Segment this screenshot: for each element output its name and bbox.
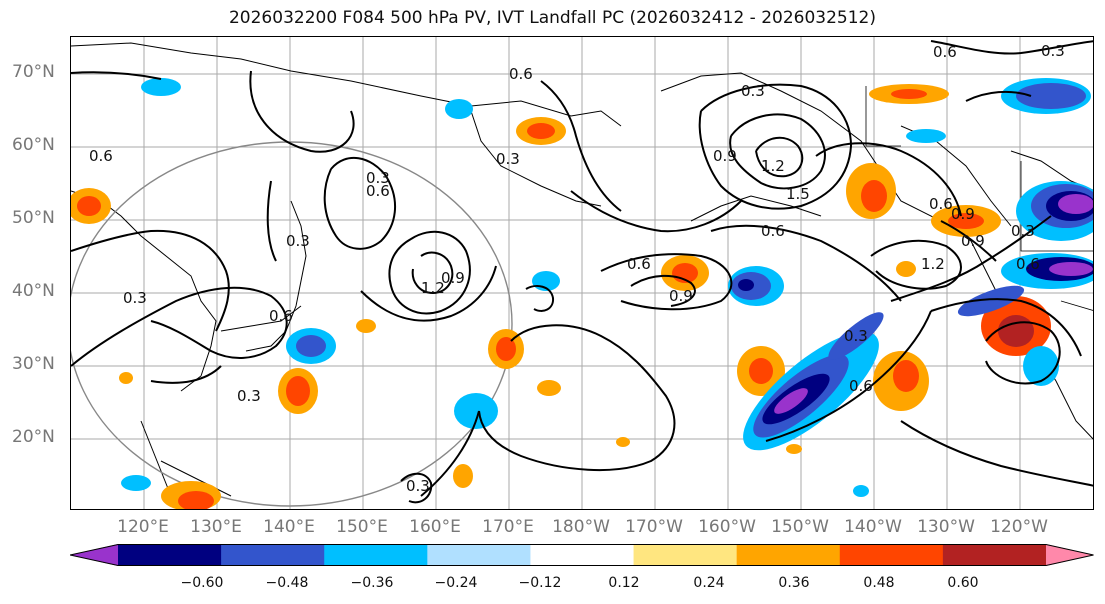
lat-label-30n: 30°N	[12, 354, 55, 374]
pv-negative-blob	[957, 285, 1025, 317]
lon-label-180w: 180°W	[552, 517, 610, 537]
colorbar	[70, 544, 1094, 566]
contour-label: 0.6	[929, 195, 953, 213]
contour-label: 0.9	[961, 232, 985, 250]
colorbar-tick: −0.60	[180, 575, 224, 591]
lat-label-50n: 50°N	[12, 208, 55, 228]
colorbar-segment	[942, 544, 1047, 566]
coastlines	[71, 42, 1093, 497]
lon-label-170e: 170°E	[482, 517, 534, 537]
lon-label-140w: 140°W	[844, 517, 902, 537]
contour-label: 1.2	[421, 279, 445, 297]
lon-label-150e: 150°E	[336, 517, 388, 537]
pv-positive-blob	[356, 319, 376, 333]
colorbar-tick: 0.24	[693, 575, 725, 591]
contour-label: 0.6	[366, 182, 390, 200]
contour-label: 0.3	[741, 82, 765, 100]
contour-label: 0.6	[269, 307, 293, 325]
colorbar-tick: 0.60	[947, 575, 979, 591]
contour-label: 1.2	[761, 157, 785, 175]
colorbar-segment	[118, 544, 222, 566]
lat-label-60n: 60°N	[12, 135, 55, 155]
contour-label: 0.6	[89, 147, 113, 165]
pv-negative-blob	[454, 393, 498, 429]
colorbar-tick: −0.12	[518, 575, 562, 591]
contour-label: 0.3	[496, 150, 520, 168]
lon-label-140e: 140°E	[263, 517, 315, 537]
lon-label-130w: 130°W	[917, 517, 975, 537]
map-title: 2026032200 F084 500 hPa PV, IVT Landfall…	[228, 8, 876, 28]
lat-label-70n: 70°N	[12, 62, 55, 82]
pv-negative-blob	[141, 78, 181, 96]
colorbar-segment	[736, 544, 841, 566]
contour-label-group: 0.6 0.3 0.6 0.6 0.3 0.9 1.2 1.5 0.3 0.6 …	[89, 42, 1065, 495]
colorbar-segment	[633, 544, 738, 566]
colorbar-tick: 0.12	[608, 575, 640, 591]
contour-label: 0.3	[366, 169, 390, 187]
colorbar-outline	[70, 544, 1094, 566]
contour-label: 0.9	[713, 147, 737, 165]
map-canvas: 0.6 0.3 0.6 0.6 0.3 0.9 1.2 1.5 0.3 0.6 …	[71, 37, 1093, 509]
colorbar-segment	[839, 544, 944, 566]
contour-label: 1.2	[921, 255, 945, 273]
pv-positive-blob	[119, 372, 133, 384]
contour-label: 0.6	[1016, 255, 1040, 273]
colorbar-tick: −0.24	[434, 575, 478, 591]
contour-label: 0.3	[406, 477, 430, 495]
contour-label: 0.3	[844, 327, 868, 345]
contour-label: 0.6	[627, 255, 651, 273]
colorbar-segment	[530, 544, 635, 566]
lat-label-40n: 40°N	[12, 281, 55, 301]
pv-negative-blob	[828, 312, 884, 360]
contour-label: 0.6	[849, 377, 873, 395]
pv-anomaly-shading	[71, 78, 1093, 509]
contour-label: 0.3	[1011, 222, 1035, 240]
contour-label: 0.9	[441, 269, 465, 287]
political-borders	[865, 86, 1093, 311]
pv-positive-blob	[616, 437, 630, 447]
lon-label-130e: 130°E	[190, 517, 242, 537]
lat-label-20n: 20°N	[12, 427, 55, 447]
colorbar-tick: −0.36	[350, 575, 394, 591]
colorbar-segments	[70, 544, 1094, 566]
contour-label: 0.6	[761, 222, 785, 240]
lon-label-120e: 120°E	[117, 517, 169, 537]
reference-circle	[71, 141, 513, 507]
contour-label: 1.5	[786, 185, 810, 203]
pv-negative-blob	[853, 485, 869, 497]
colorbar-tick: −0.48	[265, 575, 309, 591]
colorbar-tick: 0.48	[863, 575, 895, 591]
contour-label: 0.6	[933, 43, 957, 61]
lon-label-150w: 150°W	[771, 517, 829, 537]
pv-negative-blob	[445, 99, 473, 119]
lon-label-170w: 170°W	[625, 517, 683, 537]
contour-label: 0.6	[509, 65, 533, 83]
contour-label: 0.3	[286, 232, 310, 250]
ivt-contours	[71, 40, 1093, 504]
pv-positive-blob	[453, 464, 473, 488]
contour-label: 0.9	[951, 205, 975, 223]
pv-negative-blob	[906, 129, 946, 143]
colorbar-tick: 0.36	[778, 575, 810, 591]
lon-label-160e: 160°E	[409, 517, 461, 537]
colorbar-segment	[221, 544, 325, 566]
colorbar-segment	[324, 544, 428, 566]
contour-label: 0.9	[669, 287, 693, 305]
graticule	[71, 37, 1093, 509]
contour-label: 0.3	[1041, 42, 1065, 60]
pv-positive-blob	[896, 261, 916, 277]
lon-label-160w: 160°W	[698, 517, 756, 537]
colorbar-extend-min	[70, 544, 118, 566]
colorbar-extend-max	[1046, 544, 1094, 566]
colorbar-segment	[427, 544, 531, 566]
contour-label: 0.3	[237, 387, 261, 405]
pv-negative-blob	[121, 475, 151, 491]
map-area: 0.6 0.3 0.6 0.6 0.3 0.9 1.2 1.5 0.3 0.6 …	[70, 36, 1094, 510]
pv-positive-blob	[786, 444, 802, 454]
contour-label: 0.3	[123, 289, 147, 307]
lon-label-120w: 120°W	[990, 517, 1048, 537]
pv-positive-blob	[537, 380, 561, 396]
